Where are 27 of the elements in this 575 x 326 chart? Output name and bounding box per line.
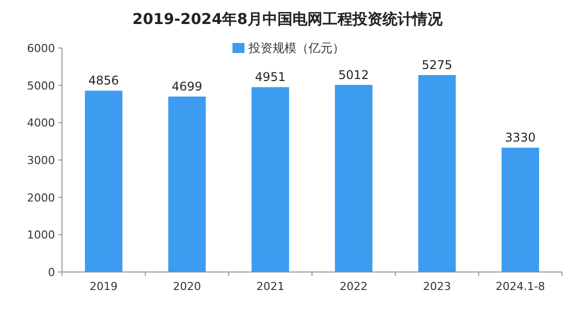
data-label: 3330 [505,130,536,145]
x-tick-label: 2021 [256,280,284,293]
x-tick-label: 2024.1-8 [496,280,546,293]
y-tick-label: 3000 [27,154,55,167]
chart-title: 2019-2024年8月中国电网工程投资统计情况 [132,10,444,28]
bar [502,148,540,272]
data-label: 5275 [422,58,452,72]
y-tick-label: 4000 [27,116,55,130]
bar [334,84,372,272]
x-tick-label: 2019 [90,280,118,293]
y-tick-label: 6000 [27,42,55,55]
data-label: 5012 [338,68,369,82]
y-tick-label: 0 [48,266,55,279]
x-tick-label: 2022 [340,280,368,293]
bar [168,96,206,272]
y-tick-label: 5000 [27,79,55,92]
y-tick-label: 2000 [27,191,55,204]
bar [418,75,456,272]
y-tick-label: 1000 [27,228,55,242]
data-label: 4951 [255,70,286,84]
bar [252,87,290,272]
legend-label: 投资规模（亿元） [248,41,344,55]
data-label: 4699 [172,80,202,94]
x-tick-label: 2023 [423,280,451,293]
bar [84,90,122,272]
x-tick-label: 2020 [173,280,201,293]
data-label: 4856 [88,74,119,88]
